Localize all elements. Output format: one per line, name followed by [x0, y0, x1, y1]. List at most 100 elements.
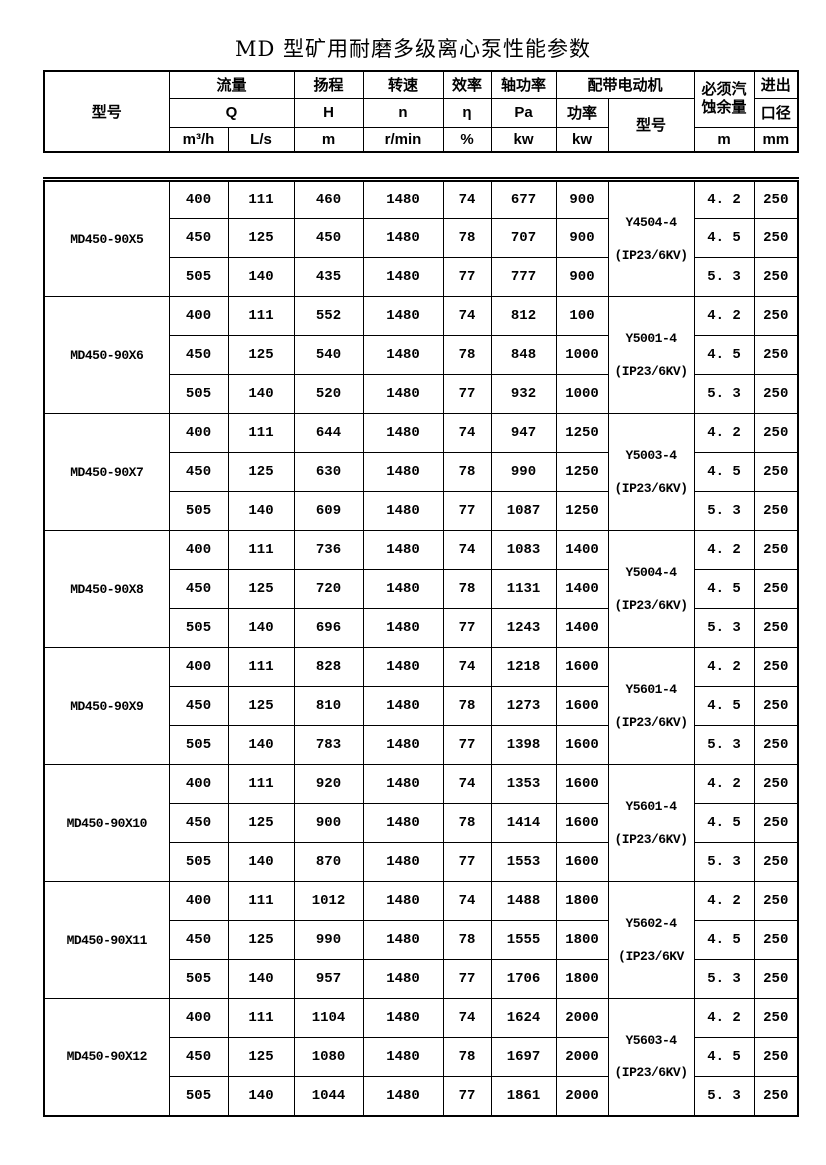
cell-motor-power: 900: [555, 179, 609, 219]
cell-shaft-power: 812: [490, 296, 557, 336]
motor-model-cell: Y5602-4 (IP23/6KV: [607, 881, 695, 999]
cell-shaft-power: 1553: [490, 842, 557, 882]
cell-head: 644: [293, 413, 364, 453]
cell-head: 552: [293, 296, 364, 336]
cell-motor-power: 2000: [555, 998, 609, 1038]
motor-model-cell: Y5601-4 (IP23/6KV): [607, 647, 695, 765]
cell-npsh: 5. 3: [693, 491, 755, 531]
cell-flow-ls: 125: [227, 452, 295, 492]
cell-flow-ls: 125: [227, 1037, 295, 1077]
cell-speed: 1480: [362, 413, 444, 453]
cell-npsh: 4. 5: [693, 686, 755, 726]
header-efficiency-unit: %: [442, 126, 492, 153]
motor-model: Y5601-4: [625, 681, 677, 697]
cell-shaft-power: 677: [490, 179, 557, 219]
cell-npsh: 4. 2: [693, 530, 755, 570]
npsh-label-line1: 必须汽: [701, 80, 747, 98]
cell-motor-power: 1250: [555, 491, 609, 531]
table-row: MD450-90X12 400 111 1104 1480 74 1624 20…: [43, 998, 799, 1116]
cell-efficiency: 74: [442, 647, 492, 687]
motor-spec: (IP23/6KV: [618, 948, 684, 964]
cell-head: 1044: [293, 1076, 364, 1116]
cell-motor-power: 1400: [555, 530, 609, 570]
table-row: MD450-90X9 400 111 828 1480 74 1218 1600…: [43, 647, 799, 765]
cell-shaft-power: 777: [490, 257, 557, 297]
cell-flow-m3h: 505: [168, 374, 229, 414]
cell-port: 250: [753, 452, 799, 492]
header-head-unit: m: [293, 126, 364, 153]
cell-shaft-power: 1414: [490, 803, 557, 843]
cell-npsh: 4. 2: [693, 413, 755, 453]
cell-head: 870: [293, 842, 364, 882]
cell-speed: 1480: [362, 686, 444, 726]
cell-speed: 1480: [362, 569, 444, 609]
cell-port: 250: [753, 608, 799, 648]
cell-flow-m3h: 450: [168, 218, 229, 258]
cell-speed: 1480: [362, 764, 444, 804]
cell-flow-ls: 111: [227, 530, 295, 570]
cell-shaft-power: 848: [490, 335, 557, 375]
header-efficiency-label: 效率: [442, 70, 492, 99]
motor-model: Y5601-4: [625, 798, 677, 814]
header-flow-unit-m3h: m³/h: [168, 126, 229, 153]
cell-head: 609: [293, 491, 364, 531]
table-row: 450 125 450 1480 78 707 900 4. 5 250: [44, 218, 799, 258]
cell-flow-m3h: 400: [168, 296, 229, 336]
cell-npsh: 4. 5: [693, 335, 755, 375]
cell-flow-ls: 125: [227, 686, 295, 726]
cell-shaft-power: 1218: [490, 647, 557, 687]
cell-flow-ls: 140: [227, 959, 295, 999]
motor-model: Y4504-4: [625, 214, 677, 230]
cell-port: 250: [753, 530, 799, 570]
cell-efficiency: 78: [442, 335, 492, 375]
cell-speed: 1480: [362, 218, 444, 258]
pump-model: MD450-90X5: [43, 179, 170, 297]
cell-flow-ls: 140: [227, 257, 295, 297]
cell-npsh: 5. 3: [693, 959, 755, 999]
cell-flow-m3h: 505: [168, 491, 229, 531]
cell-flow-m3h: 400: [168, 881, 229, 921]
cell-flow-ls: 140: [227, 608, 295, 648]
page-title: MD 型矿用耐磨多级离心泵性能参数: [234, 37, 591, 61]
cell-motor-power: 1250: [555, 413, 609, 453]
header-efficiency-symbol: η: [442, 97, 492, 128]
cell-npsh: 4. 5: [693, 569, 755, 609]
cell-shaft-power: 1273: [490, 686, 557, 726]
motor-model-cell: Y5603-4 (IP23/6KV): [607, 998, 695, 1116]
cell-flow-ls: 111: [227, 647, 295, 687]
cell-motor-power: 1600: [555, 686, 609, 726]
pump-model: MD450-90X6: [43, 296, 170, 414]
pump-model: MD450-90X10: [43, 764, 170, 882]
cell-shaft-power: 947: [490, 413, 557, 453]
table-row: 450 125 900 1480 78 1414 1600 4. 5 250: [44, 803, 799, 843]
header-motor-model-label: 型号: [607, 97, 695, 153]
cell-flow-m3h: 505: [168, 1076, 229, 1116]
cell-flow-ls: 125: [227, 803, 295, 843]
motor-model: Y5602-4: [625, 915, 677, 931]
cell-flow-ls: 140: [227, 491, 295, 531]
cell-npsh: 4. 2: [693, 764, 755, 804]
cell-motor-power: 900: [555, 218, 609, 258]
cell-shaft-power: 1488: [490, 881, 557, 921]
cell-head: 450: [293, 218, 364, 258]
cell-npsh: 4. 5: [693, 218, 755, 258]
cell-flow-ls: 111: [227, 413, 295, 453]
cell-flow-ls: 140: [227, 374, 295, 414]
cell-npsh: 5. 3: [693, 374, 755, 414]
cell-head: 630: [293, 452, 364, 492]
cell-npsh: 4. 2: [693, 179, 755, 219]
header-speed-symbol: n: [362, 97, 444, 128]
cell-flow-m3h: 450: [168, 1037, 229, 1077]
npsh-label-line2: 蚀余量: [701, 99, 747, 117]
cell-head: 810: [293, 686, 364, 726]
cell-motor-power: 2000: [555, 1076, 609, 1116]
cell-port: 250: [753, 1076, 799, 1116]
cell-flow-ls: 140: [227, 842, 295, 882]
cell-flow-m3h: 400: [168, 413, 229, 453]
table-row: 450 125 720 1480 78 1131 1400 4. 5 250: [44, 569, 799, 609]
cell-efficiency: 74: [442, 413, 492, 453]
cell-speed: 1480: [362, 608, 444, 648]
cell-head: 920: [293, 764, 364, 804]
cell-efficiency: 78: [442, 452, 492, 492]
body-table: MD450-90X5 400 111 460 1480 74 677 900 Y…: [43, 177, 799, 1117]
